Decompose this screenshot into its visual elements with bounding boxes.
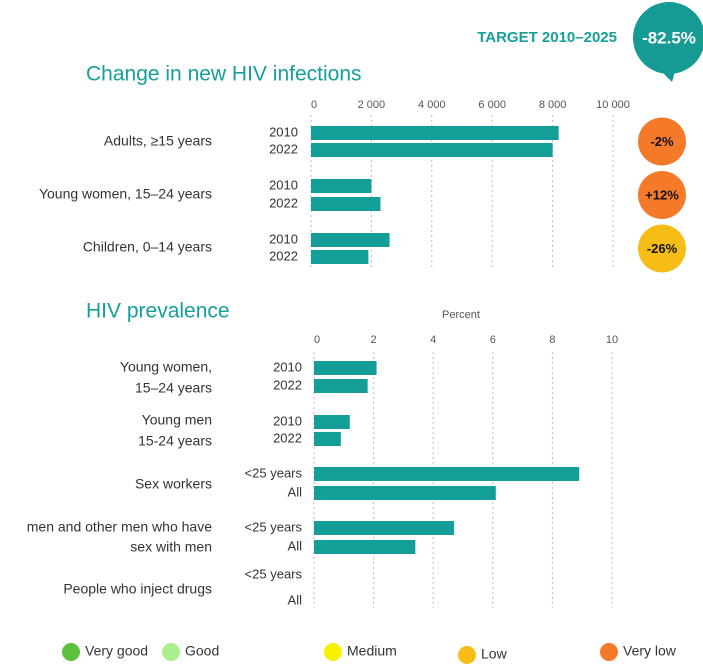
legend-label: Very good xyxy=(85,643,148,659)
bar-sublabel: All xyxy=(288,484,303,499)
legend-label: Low xyxy=(481,646,508,662)
x-tick-label: 0 xyxy=(314,334,320,346)
bar-sublabel: 2022 xyxy=(269,248,298,263)
category-label: Adults, ≥15 years xyxy=(104,133,212,149)
category-label: Sex workers xyxy=(135,476,212,492)
x-tick-label: 2 000 xyxy=(358,99,386,111)
bar-sublabel: 2022 xyxy=(273,430,302,445)
category-label: People who inject drugs xyxy=(63,581,212,597)
bar xyxy=(311,126,559,140)
legend-swatch xyxy=(62,643,80,661)
axis-label: Percent xyxy=(442,309,480,321)
x-tick-label: 8 000 xyxy=(539,99,567,111)
bar-sublabel: 2010 xyxy=(269,231,298,246)
category-label: 15–24 years xyxy=(135,380,212,396)
target-bubble xyxy=(633,2,703,74)
x-tick-label: 10 xyxy=(606,334,618,346)
x-tick-label: 4 xyxy=(430,334,436,346)
chart-title: HIV prevalence xyxy=(86,300,230,323)
category-label: 15-24 years xyxy=(138,433,212,449)
bar-sublabel: 2022 xyxy=(273,377,302,392)
badge xyxy=(638,117,686,166)
legend-swatch xyxy=(162,643,180,661)
bar-sublabel: <25 years xyxy=(245,465,303,480)
x-tick-label: 8 xyxy=(549,334,555,346)
legend-label: Good xyxy=(185,643,219,659)
target-value: -82.5% xyxy=(642,28,696,47)
badge-label: -26% xyxy=(647,241,678,256)
badge xyxy=(638,224,686,273)
bar xyxy=(311,197,381,211)
bar-sublabel: 2022 xyxy=(269,141,298,156)
category-label: Young women, 15–24 years xyxy=(39,186,212,202)
chart-title: Change in new HIV infections xyxy=(86,63,362,86)
bar xyxy=(314,521,455,535)
legend-label: Very low xyxy=(623,643,677,659)
target-label: TARGET 2010–2025 xyxy=(477,29,617,46)
category-label: Children, 0–14 years xyxy=(83,239,212,255)
bar xyxy=(314,379,368,393)
bar-sublabel: 2010 xyxy=(273,359,302,374)
bar xyxy=(314,361,377,375)
x-tick-label: 10 000 xyxy=(596,99,630,111)
bar xyxy=(314,467,580,481)
bar xyxy=(314,432,341,446)
x-tick-label: 0 xyxy=(311,99,317,111)
bar-sublabel: 2010 xyxy=(269,124,298,139)
x-tick-label: 6 xyxy=(490,334,496,346)
badge-label: +12% xyxy=(645,187,679,202)
bar-sublabel: All xyxy=(288,538,303,553)
legend-swatch xyxy=(458,646,476,664)
bar-sublabel: All xyxy=(288,592,303,607)
bar-sublabel: <25 years xyxy=(245,566,303,581)
bar-sublabel: <25 years xyxy=(245,519,303,534)
bar-sublabel: 2010 xyxy=(269,177,298,192)
category-label: Young women, xyxy=(120,359,212,375)
legend-label: Medium xyxy=(347,643,397,659)
category-label: men and other men who have xyxy=(27,519,212,535)
category-label: Young men xyxy=(142,412,212,428)
legend-swatch xyxy=(600,643,618,661)
bar-sublabel: 2022 xyxy=(269,195,298,210)
bar xyxy=(311,179,372,193)
x-tick-label: 2 xyxy=(371,334,377,346)
bar xyxy=(314,540,416,554)
x-tick-label: 6 000 xyxy=(478,99,506,111)
bar-sublabel: 2010 xyxy=(273,413,302,428)
bar xyxy=(314,486,496,500)
badge-label: -2% xyxy=(650,134,674,149)
bar xyxy=(311,250,369,264)
category-label: sex with men xyxy=(130,539,212,555)
legend-swatch xyxy=(324,643,342,661)
x-tick-label: 4 000 xyxy=(418,99,446,111)
badge xyxy=(638,171,686,219)
bar xyxy=(311,143,553,157)
bar xyxy=(311,233,390,247)
bar xyxy=(314,415,350,429)
